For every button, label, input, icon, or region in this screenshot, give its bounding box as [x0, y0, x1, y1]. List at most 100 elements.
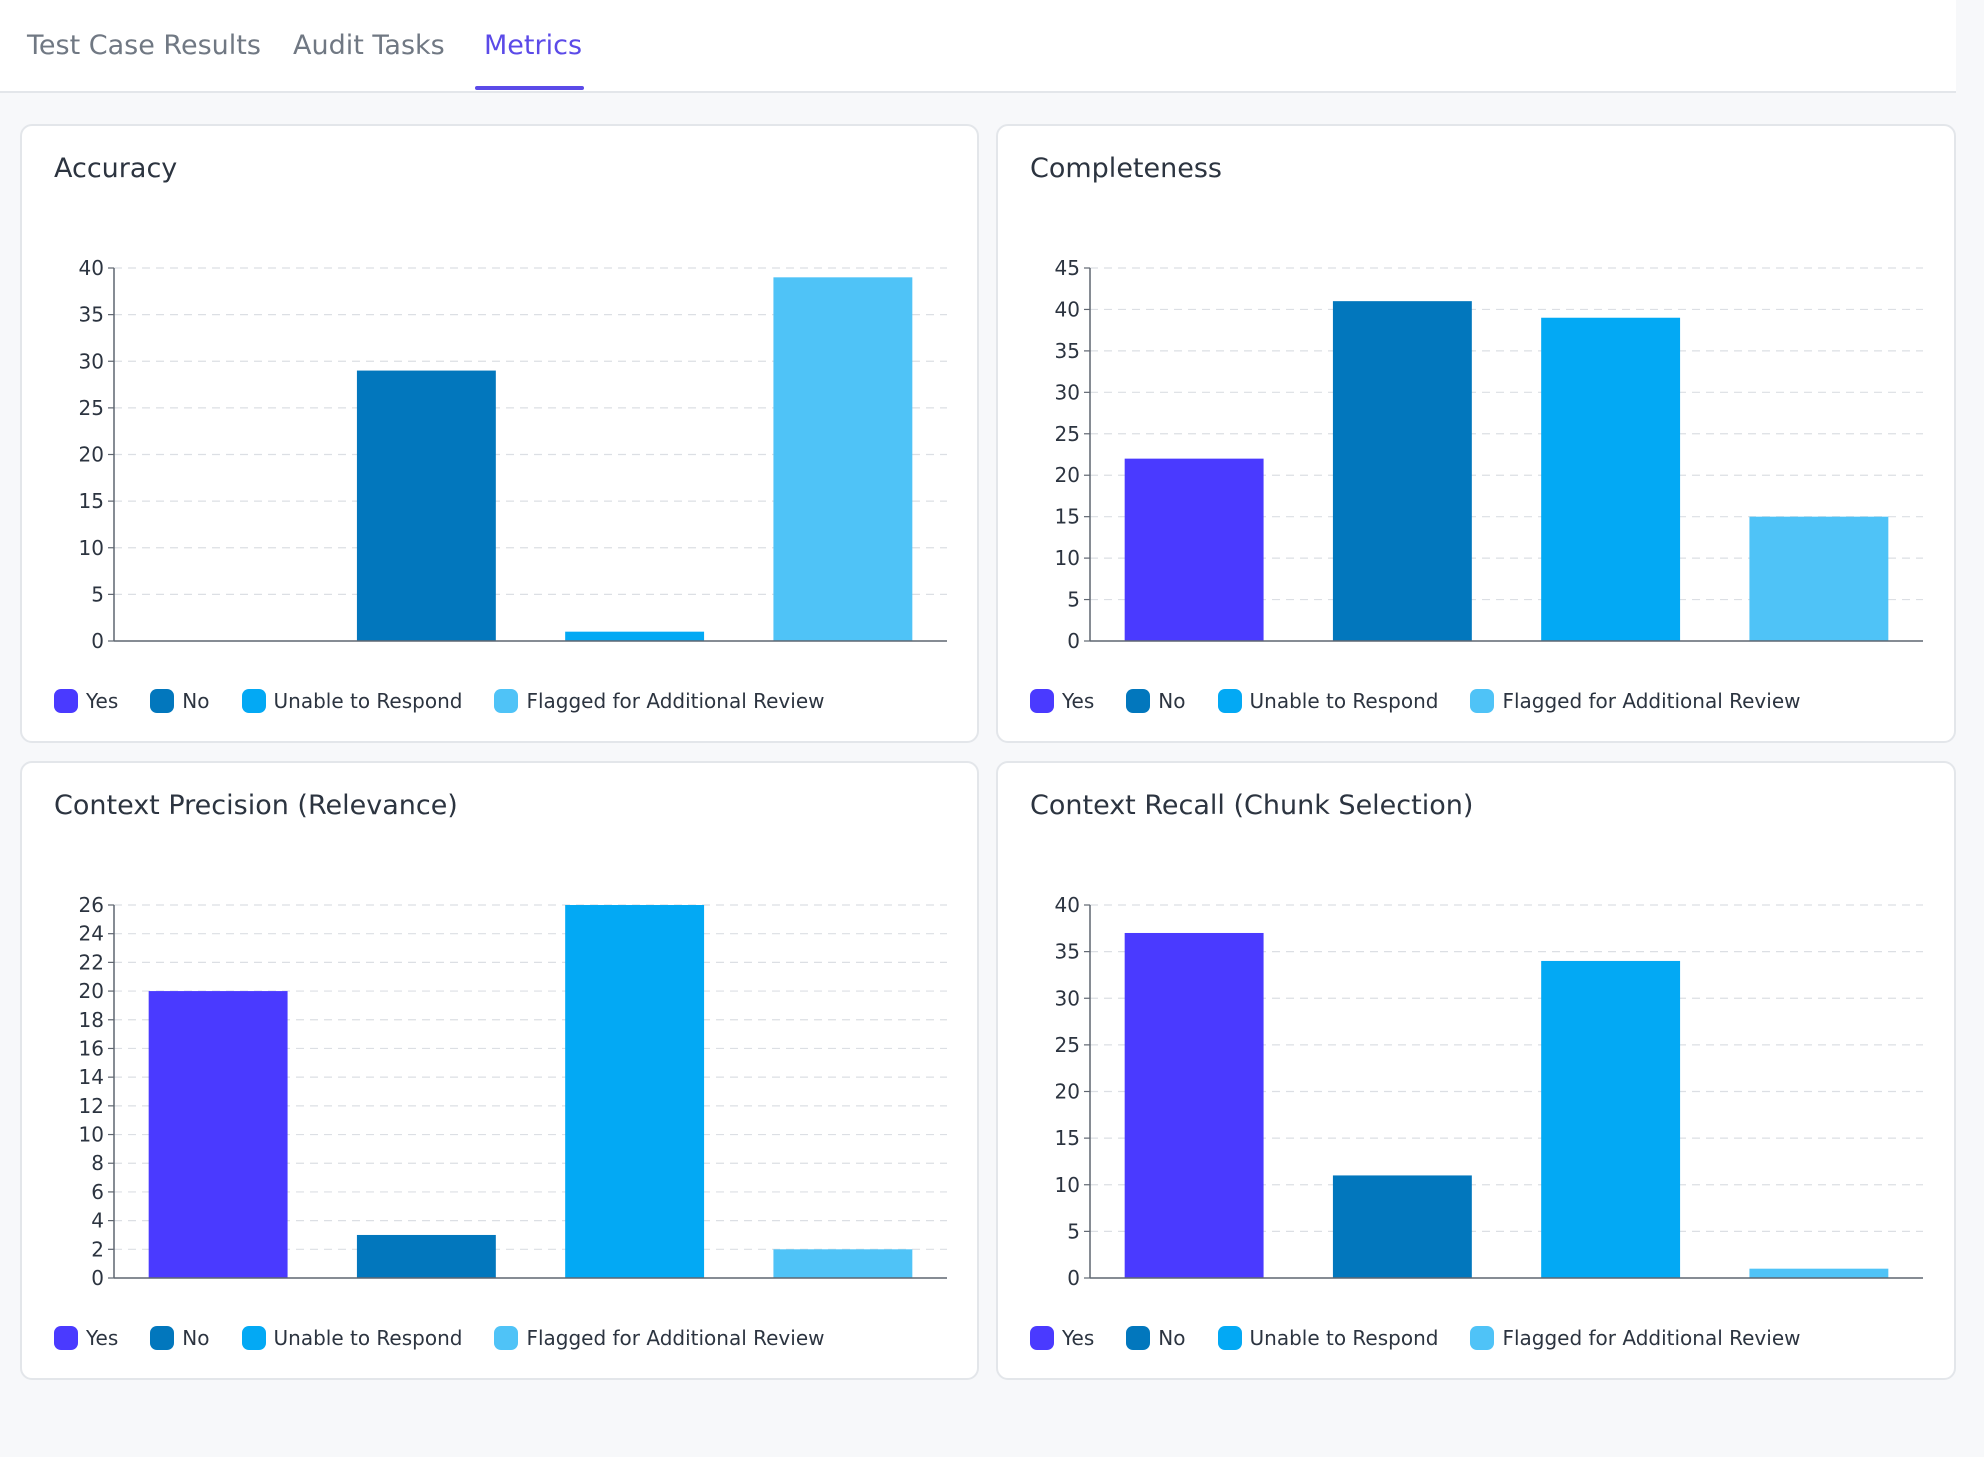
y-tick-label: 16	[79, 1036, 104, 1060]
tab-test-case-results[interactable]: Test Case Results	[27, 30, 261, 61]
chart-title: Accuracy	[54, 153, 178, 184]
legend-item[interactable]: Yes	[1030, 689, 1094, 713]
y-tick-label: 40	[1055, 893, 1080, 917]
y-tick-label: 40	[79, 256, 104, 280]
bar[interactable]	[356, 1234, 496, 1278]
legend-label: No	[1158, 1326, 1186, 1350]
legend-item[interactable]: Flagged for Additional Review	[494, 689, 825, 713]
y-tick-label: 0	[1067, 1266, 1080, 1290]
y-tick-label: 0	[1067, 629, 1080, 653]
bar[interactable]	[1749, 1268, 1889, 1278]
legend-swatch	[1470, 689, 1495, 713]
legend-item[interactable]: Unable to Respond	[241, 689, 463, 713]
legend-swatch	[1126, 1326, 1151, 1350]
legend-label: Unable to Respond	[273, 1326, 463, 1350]
legend-item[interactable]: No	[150, 689, 210, 713]
y-tick-label: 25	[79, 396, 104, 420]
legend-item[interactable]: Flagged for Additional Review	[1470, 689, 1801, 713]
legend-swatch	[54, 689, 78, 713]
y-tick-label: 10	[79, 1123, 104, 1147]
y-tick-label: 10	[1055, 1173, 1080, 1197]
y-tick-label: 8	[91, 1151, 104, 1175]
y-tick-label: 2	[91, 1237, 104, 1261]
chart-card-context-recall: Context Recall (Chunk Selection) 0 5 10 15 2…	[996, 761, 1956, 1380]
bar[interactable]	[1541, 960, 1681, 1278]
y-tick-label: 5	[1067, 1219, 1080, 1243]
legend-item[interactable]: Unable to Respond	[1217, 1326, 1438, 1350]
chart-legend: Yes No Unable to Respond Flagged for Additi…	[1030, 1323, 1801, 1353]
bar[interactable]	[773, 1249, 913, 1278]
tab-metrics[interactable]: Metrics	[484, 30, 583, 61]
legend-swatch	[1217, 1326, 1242, 1350]
chart-plot: 0 5 10 15 20 25 30 35 40 45	[1055, 256, 1923, 653]
bar[interactable]	[1124, 932, 1264, 1278]
legend-item[interactable]: Unable to Respond	[241, 1326, 463, 1350]
bar[interactable]	[773, 277, 913, 641]
legend-item[interactable]: Yes	[54, 1326, 118, 1350]
legend-item[interactable]: No	[1126, 1326, 1186, 1350]
legend-swatch	[494, 1326, 519, 1350]
chart-title: Context Recall (Chunk Selection)	[1030, 790, 1474, 821]
y-tick-label: 20	[1055, 463, 1080, 487]
y-tick-label: 10	[1055, 546, 1080, 570]
legend-item[interactable]: Unable to Respond	[1217, 689, 1439, 713]
y-tick-label: 15	[1055, 1126, 1080, 1150]
legend-label: Yes	[1062, 689, 1095, 713]
bar[interactable]	[356, 370, 496, 641]
legend-item[interactable]: Yes	[1030, 1326, 1094, 1350]
legend-item[interactable]: Yes	[54, 689, 118, 713]
legend-swatch	[54, 1326, 78, 1350]
chart-title: Completeness	[1030, 153, 1222, 184]
legend-item[interactable]: Flagged for Additional Review	[1470, 1326, 1801, 1350]
chart-title: Context Precision (Relevance)	[54, 790, 458, 821]
legend-label: Unable to Respond	[1249, 689, 1439, 713]
bar[interactable]	[565, 905, 705, 1278]
y-tick-label: 35	[1055, 339, 1080, 363]
bar[interactable]	[148, 991, 288, 1278]
bar[interactable]	[1332, 301, 1472, 641]
chart-card-completeness: Completeness 0 5 10 15 20 25 30 35 40 45 Yes No Una…	[996, 124, 1956, 743]
legend-swatch	[1470, 1326, 1495, 1350]
bar[interactable]	[1541, 317, 1681, 641]
legend-label: Flagged for Additional Review	[1502, 1326, 1801, 1350]
y-tick-label: 0	[91, 629, 104, 653]
legend-swatch	[241, 689, 266, 713]
y-tick-label: 20	[79, 443, 104, 467]
bar[interactable]	[1124, 458, 1264, 641]
legend-label: Flagged for Additional Review	[526, 689, 825, 713]
y-tick-label: 30	[1055, 986, 1080, 1010]
legend-label: Yes	[86, 1326, 119, 1350]
tab-audit-tasks[interactable]: Audit Tasks	[293, 30, 445, 61]
legend-swatch	[1030, 1326, 1054, 1350]
y-tick-label: 35	[1055, 940, 1080, 964]
legend-item[interactable]: Flagged for Additional Review	[494, 1326, 825, 1350]
active-tab-indicator	[475, 86, 584, 90]
tab-bar: Test Case Results Audit Tasks Metrics	[0, 0, 1956, 93]
bar[interactable]	[565, 631, 705, 641]
legend-item[interactable]: No	[150, 1326, 210, 1350]
bar[interactable]	[1749, 516, 1889, 641]
legend-swatch	[494, 689, 519, 713]
chart-plot: 0 5 10 15 20 25 30 35 40	[1055, 893, 1923, 1290]
y-tick-label: 20	[1055, 1080, 1080, 1104]
y-tick-label: 14	[79, 1065, 104, 1089]
chart-plot: 0 5 10 15 20 25 30 35 40	[79, 256, 947, 653]
legend-item[interactable]: No	[1126, 689, 1186, 713]
legend-label: Unable to Respond	[273, 689, 463, 713]
y-tick-label: 6	[91, 1180, 104, 1204]
y-tick-label: 35	[79, 303, 104, 327]
legend-swatch	[1126, 689, 1151, 713]
bar[interactable]	[1332, 1175, 1472, 1278]
legend-label: Flagged for Additional Review	[526, 1326, 825, 1350]
y-tick-label: 24	[79, 922, 104, 946]
legend-swatch	[150, 1326, 175, 1350]
legend-label: Yes	[1062, 1326, 1095, 1350]
legend-swatch	[1030, 689, 1054, 713]
legend-swatch	[1217, 689, 1242, 713]
legend-label: No	[182, 1326, 210, 1350]
legend-label: No	[182, 689, 210, 713]
y-tick-label: 30	[79, 349, 104, 373]
y-tick-label: 20	[79, 979, 104, 1003]
legend-swatch	[150, 689, 175, 713]
